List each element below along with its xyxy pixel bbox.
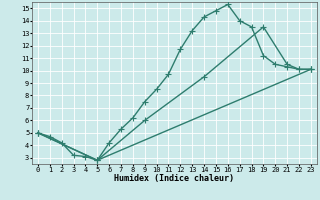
X-axis label: Humidex (Indice chaleur): Humidex (Indice chaleur) [115, 174, 234, 183]
